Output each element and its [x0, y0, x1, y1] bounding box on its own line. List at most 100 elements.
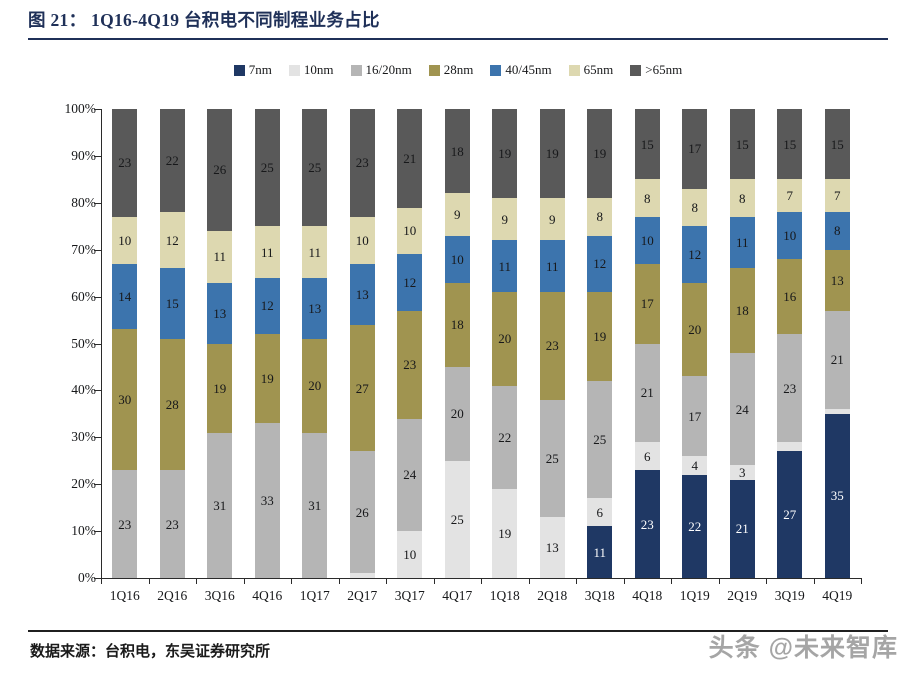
bar-segment[interactable]: 33	[254, 423, 280, 578]
bar-column[interactable]: 27 2 23 16 10 7 15	[777, 109, 803, 578]
bar-segment[interactable]: 13	[349, 263, 375, 325]
legend-item[interactable]: 40/45nm	[490, 62, 552, 78]
bar-segment[interactable]: 10	[397, 207, 423, 255]
bar-column[interactable]: 21 3 24 18 11 8 15	[729, 109, 755, 578]
bar-segment[interactable]: 26	[349, 451, 375, 574]
bar-segment[interactable]: 25	[539, 399, 565, 518]
bar-segment[interactable]: 24	[729, 352, 755, 466]
bar-segment[interactable]: 25	[587, 381, 613, 499]
bar-segment[interactable]: 25	[444, 460, 470, 578]
bar-segment[interactable]: 9	[539, 198, 565, 241]
bar-segment[interactable]: 25	[254, 109, 280, 227]
bar-segment[interactable]: 4	[682, 456, 708, 475]
bar-segment[interactable]: 11	[207, 230, 233, 283]
bar-segment[interactable]: 6	[587, 498, 613, 527]
bar-segment[interactable]: 13	[207, 282, 233, 344]
bar-segment[interactable]: 23	[112, 109, 138, 217]
bar-column[interactable]: 31 19 13 11 26	[207, 109, 233, 578]
bar-segment[interactable]: 7	[777, 179, 803, 213]
bar-segment[interactable]: 18	[444, 282, 470, 367]
bar-segment[interactable]: 31	[207, 432, 233, 578]
legend-item[interactable]: 16/20nm	[350, 62, 412, 78]
bar-segment[interactable]: 8	[824, 212, 850, 250]
bar-segment[interactable]: 27	[777, 451, 803, 578]
bar-segment[interactable]: 19	[207, 343, 233, 433]
bar-segment[interactable]: 11	[302, 226, 328, 278]
bar-segment[interactable]: 10	[349, 216, 375, 264]
bar-segment[interactable]: 12	[397, 254, 423, 311]
bar-segment[interactable]: 11	[539, 240, 565, 292]
bar-segment[interactable]: 16	[777, 259, 803, 335]
bar-segment[interactable]: 28	[159, 338, 185, 471]
bar-segment[interactable]: 15	[729, 109, 755, 180]
bar-column[interactable]: 23 28 15 12 22	[159, 109, 185, 578]
bar-segment[interactable]: 13	[539, 517, 565, 578]
bar-segment[interactable]: 19	[587, 109, 613, 199]
bar-segment[interactable]: 17	[634, 263, 660, 344]
bar-segment[interactable]: 1	[349, 559, 375, 578]
bar-segment[interactable]: 8	[634, 179, 660, 217]
bar-segment[interactable]: 31	[302, 432, 328, 578]
bar-segment[interactable]: 27	[349, 324, 375, 452]
bar-segment[interactable]: 20	[492, 291, 518, 386]
bar-segment[interactable]: 21	[824, 310, 850, 410]
bar-segment[interactable]: 11	[492, 240, 518, 292]
bar-segment[interactable]: 22	[682, 474, 708, 578]
bar-segment[interactable]: 20	[302, 338, 328, 433]
bar-segment[interactable]: 2	[777, 428, 803, 452]
bar-segment[interactable]: 23	[349, 109, 375, 217]
bar-segment[interactable]: 20	[444, 366, 470, 461]
bar-segment[interactable]: 22	[492, 385, 518, 489]
bar-segment[interactable]: 23	[539, 291, 565, 400]
bar-segment[interactable]: 26	[207, 109, 233, 231]
bar-column[interactable]: 1 26 27 13 10 23	[349, 109, 375, 578]
bar-column[interactable]: 19 22 20 11 9 19	[492, 109, 518, 578]
bar-segment[interactable]: 12	[159, 212, 185, 269]
bar-segment[interactable]: 19	[539, 109, 565, 199]
bar-segment[interactable]: 15	[634, 109, 660, 180]
bar-segment[interactable]: 10	[397, 531, 423, 578]
bar-column[interactable]: 31 20 13 11 25	[302, 109, 328, 578]
bar-segment[interactable]: 10	[112, 216, 138, 264]
legend-item[interactable]: 65nm	[568, 62, 613, 78]
bar-segment[interactable]: 12	[682, 226, 708, 283]
bar-segment[interactable]: 13	[824, 249, 850, 311]
legend-item[interactable]: 10nm	[288, 62, 334, 78]
bar-segment[interactable]: 23	[634, 470, 660, 578]
bar-segment[interactable]: 11	[254, 226, 280, 278]
bar-segment[interactable]: 35	[824, 413, 850, 578]
bar-column[interactable]: 25 20 18 10 9 18	[444, 109, 470, 578]
bar-segment[interactable]: 7	[824, 179, 850, 213]
bar-segment[interactable]: 20	[682, 282, 708, 377]
bar-segment[interactable]: 23	[112, 470, 138, 578]
bar-segment[interactable]: 15	[159, 268, 185, 339]
bar-segment[interactable]: 19	[492, 488, 518, 578]
bar-segment[interactable]: 8	[729, 179, 755, 217]
bar-segment[interactable]: 1	[824, 395, 850, 414]
bar-column[interactable]: 23 30 14 10 23	[112, 109, 138, 578]
bar-column[interactable]: 10 24 23 12 10 21	[397, 109, 423, 578]
bar-segment[interactable]: 18	[444, 109, 470, 194]
bar-segment[interactable]: 8	[587, 198, 613, 236]
bar-column[interactable]: 23 6 21 17 10 8 15	[634, 109, 660, 578]
bar-segment[interactable]: 21	[729, 479, 755, 578]
bar-segment[interactable]: 23	[397, 310, 423, 419]
bar-segment[interactable]: 13	[302, 277, 328, 339]
bar-segment[interactable]: 10	[634, 216, 660, 264]
bar-segment[interactable]: 12	[254, 277, 280, 335]
legend-item[interactable]: 7nm	[233, 62, 272, 78]
bar-segment[interactable]: 9	[492, 198, 518, 241]
bar-segment[interactable]: 18	[729, 268, 755, 353]
bar-segment[interactable]: 23	[777, 334, 803, 442]
bar-segment[interactable]: 11	[729, 216, 755, 269]
bar-segment[interactable]: 23	[159, 470, 185, 578]
bar-segment[interactable]: 10	[777, 212, 803, 260]
bar-segment[interactable]: 14	[112, 263, 138, 330]
bar-column[interactable]: 35 1 21 13 8 7 15	[824, 109, 850, 578]
bar-segment[interactable]: 21	[397, 109, 423, 208]
bar-segment[interactable]: 22	[159, 109, 185, 213]
bar-segment[interactable]: 9	[444, 193, 470, 236]
bar-column[interactable]: 13 25 23 11 9 19	[539, 109, 565, 578]
bar-segment[interactable]: 15	[777, 109, 803, 180]
bar-column[interactable]: 33 19 12 11 25	[254, 109, 280, 578]
